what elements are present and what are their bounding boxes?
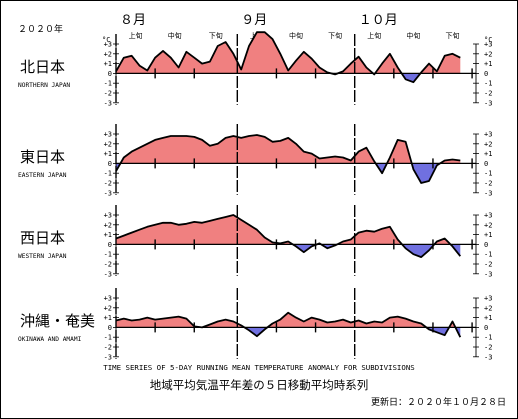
negative-area — [116, 244, 461, 258]
y-tick-label: -2 — [104, 261, 112, 269]
y-tick-label: +2 — [104, 304, 112, 312]
dekad-label: 上旬 — [367, 31, 381, 40]
y-tick-label: -2 — [484, 90, 492, 98]
y-tick-label: +3 — [104, 131, 112, 139]
series-line — [115, 311, 462, 338]
dekad-label: 下旬 — [209, 31, 223, 40]
y-tick-label: +2 — [104, 140, 112, 148]
month-label: ８月 — [120, 13, 146, 28]
positive-area — [116, 32, 461, 74]
y-tick-label: -3 — [104, 270, 112, 278]
y-tick-label: +2 — [104, 50, 112, 58]
y-tick-label: -1 — [484, 334, 492, 342]
y-tick-label: -3 — [104, 189, 112, 197]
dekad-label: 下旬 — [328, 31, 342, 40]
y-tick-label: +2 — [484, 140, 492, 148]
region-name-en: NORTHERN JAPAN — [18, 82, 70, 89]
y-tick-label: +1 — [484, 60, 492, 68]
region-name-en: WESTERN JAPAN — [18, 253, 67, 260]
caption-japanese: 地域平均気温平年差の５日移動平均時系列 — [150, 378, 369, 392]
month-label: １０月 — [359, 13, 398, 28]
y-tick-label: +3 — [484, 212, 492, 220]
y-tick-label: 0 — [484, 160, 488, 168]
y-tick-label: 0 — [108, 160, 112, 168]
positive-area — [116, 312, 461, 328]
dekad-label: 中旬 — [168, 31, 182, 40]
y-tick-label: +3 — [104, 295, 112, 303]
year-label: ２０２０年 — [18, 23, 63, 35]
unit-label: °C — [102, 36, 110, 44]
y-tick-label: +3 — [104, 41, 112, 49]
dekad-label: 中旬 — [406, 31, 420, 40]
y-tick-label: -2 — [104, 344, 112, 352]
y-tick-label: -3 — [484, 353, 492, 361]
positive-area — [116, 135, 461, 164]
month-label: ９月 — [241, 13, 267, 28]
y-tick-label: -1 — [104, 251, 112, 259]
y-tick-label: +2 — [484, 50, 492, 58]
y-tick-label: -2 — [104, 180, 112, 188]
y-tick-label: -3 — [484, 189, 492, 197]
y-tick-label: +1 — [484, 231, 492, 239]
y-tick-label: -1 — [104, 80, 112, 88]
y-tick-label: -2 — [484, 180, 492, 188]
series-line — [115, 31, 461, 84]
y-tick-label: 0 — [108, 324, 112, 332]
y-tick-label: -1 — [484, 170, 492, 178]
region-name-en: OKINAWA AND AMAMI — [18, 336, 82, 343]
series-line — [115, 214, 462, 258]
y-tick-label: +3 — [484, 131, 492, 139]
region-name-jp: 西日本 — [20, 229, 65, 247]
y-tick-label: -2 — [484, 261, 492, 269]
dekad-label: 下旬 — [446, 31, 460, 40]
y-tick-label: +1 — [104, 60, 112, 68]
dekad-label: 中旬 — [289, 31, 303, 40]
y-tick-label: -1 — [484, 251, 492, 259]
dekad-label: 上旬 — [129, 31, 143, 40]
y-tick-label: +2 — [484, 221, 492, 229]
region-name-jp: 北日本 — [20, 58, 65, 76]
y-tick-label: 0 — [484, 324, 488, 332]
y-tick-label: +1 — [104, 231, 112, 239]
y-tick-label: -3 — [484, 270, 492, 278]
region-name-jp: 沖縄・奄美 — [20, 312, 95, 330]
y-tick-label: 0 — [108, 241, 112, 249]
y-tick-label: 0 — [484, 70, 488, 78]
y-tick-label: +1 — [484, 150, 492, 158]
y-tick-label: -1 — [104, 170, 112, 178]
series-line — [115, 134, 461, 184]
y-tick-label: +1 — [104, 150, 112, 158]
y-tick-label: -3 — [104, 353, 112, 361]
y-tick-label: -2 — [104, 90, 112, 98]
y-tick-label: +1 — [484, 314, 492, 322]
y-tick-label: +2 — [104, 221, 112, 229]
y-tick-label: -3 — [484, 99, 492, 107]
panel-0: -3-2-10+1+2+3-3-2-10+1+2+3°C °C北日本NORTHER… — [18, 31, 492, 107]
y-tick-label: -3 — [104, 99, 112, 107]
y-tick-label: +1 — [104, 314, 112, 322]
y-tick-label: 0 — [108, 70, 112, 78]
y-tick-label: +2 — [484, 304, 492, 312]
y-tick-label: +3 — [484, 295, 492, 303]
caption-english: TIME SERIES OF 5-DAY RUNNING MEAN TEMPER… — [103, 363, 414, 372]
y-tick-label: 0 — [484, 241, 488, 249]
unit-label: °C — [484, 36, 492, 44]
y-tick-label: +3 — [484, 41, 492, 49]
update-date: 更新日：２０２０年１０月２８日 — [371, 396, 506, 408]
positive-area — [116, 215, 461, 245]
region-name-jp: 東日本 — [20, 148, 65, 166]
region-name-en: EASTERN JAPAN — [18, 172, 67, 179]
y-tick-label: -1 — [104, 334, 112, 342]
y-tick-label: +3 — [104, 212, 112, 220]
y-tick-label: -2 — [484, 344, 492, 352]
y-tick-label: -1 — [484, 80, 492, 88]
